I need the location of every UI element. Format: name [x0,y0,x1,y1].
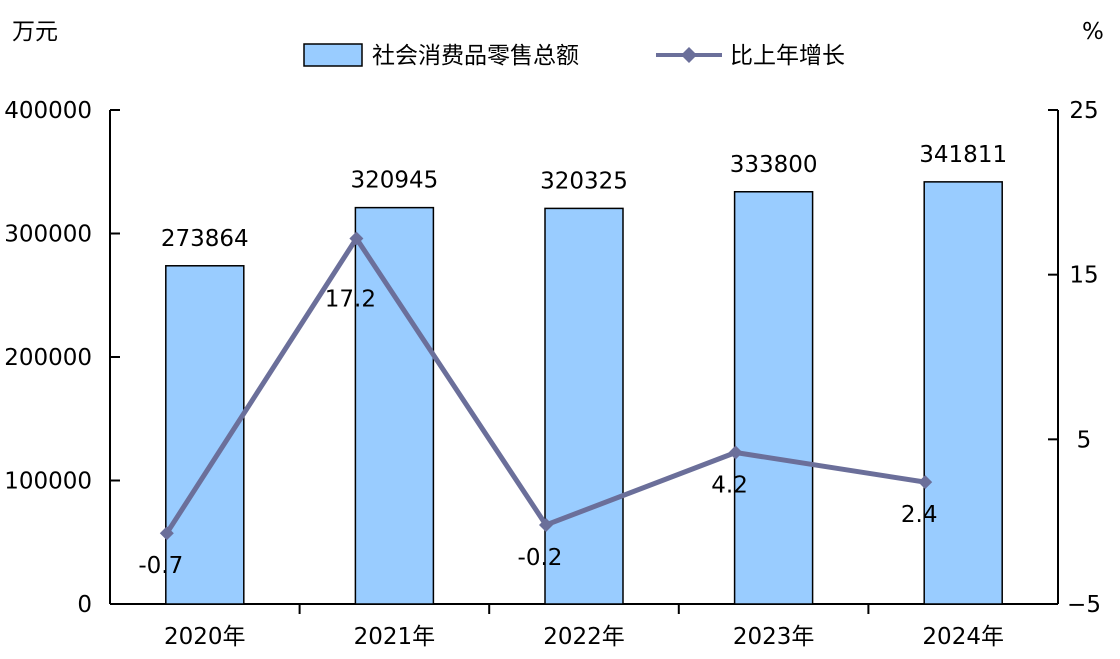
x-axis-tick-label: 2023年 [733,624,815,650]
growth-point-marker [159,526,174,541]
retail-sales-bar-label: 341811 [919,142,1007,168]
legend-label-growth: 比上年增长 [730,43,845,69]
right-axis-tick-label: 5 [1077,427,1092,453]
retail-sales-bar [923,181,1003,605]
retail-sales-bar-label: 333800 [730,152,818,178]
x-axis-labels: 2020年 2021年 2022年 2023年 2024年 [164,624,1004,650]
growth-point-marker [349,231,364,246]
x-axis-tick-label: 2024年 [922,624,1004,650]
growth-line-series [159,231,933,541]
retail-sales-bar [733,191,814,605]
growth-point-marker [918,475,933,490]
growth-data-labels: -0.7 17.2 -0.2 4.2 2.4 [138,286,937,579]
left-axis-tick-label: 200000 [4,345,92,371]
right-axis-tick-label: −5 [1067,592,1101,618]
x-axis-tick-label: 2020年 [164,624,246,650]
left-axis-tick-label: 400000 [4,98,92,124]
legend-label-retail-sales: 社会消费品零售总额 [372,43,579,69]
retail-sales-bar [354,206,435,605]
left-axis-tick-label: 100000 [4,469,92,495]
growth-data-label: -0.2 [518,545,563,571]
legend-swatch-retail-sales [303,43,363,67]
retail-sales-bar-label: 320945 [350,168,438,194]
growth-point-marker [539,517,553,532]
axes: 0 100000 200000 300000 400000 −5 5 15 25 [4,98,1101,618]
legend-swatch-growth-marker [681,47,697,63]
right-axis-tick-label: 15 [1069,263,1098,289]
retail-sales-bar-label: 320325 [540,168,628,194]
retail-sales-bar-label: 273864 [161,226,249,252]
bar-series [165,181,1003,605]
growth-data-label: 2.4 [901,502,938,528]
left-axis-tick-label: 0 [77,592,92,618]
growth-data-label: 17.2 [325,286,376,312]
x-axis-tick-label: 2022年 [543,624,625,650]
bar-data-labels: 273864 320945 320325 333800 341811 [161,142,1007,252]
right-axis-unit: % [1082,19,1104,45]
growth-data-label: 4.2 [711,473,748,499]
growth-point-marker [728,445,743,460]
growth-data-label: -0.7 [138,553,183,579]
left-axis-tick-label: 300000 [4,222,92,248]
legend: 社会消费品零售总额 比上年增长 [303,43,845,69]
retail-sales-bar [544,207,624,605]
right-axis-tick-label: 25 [1069,98,1098,124]
left-axis-unit: 万元 [12,19,58,45]
x-axis-tick-label: 2021年 [354,624,436,650]
